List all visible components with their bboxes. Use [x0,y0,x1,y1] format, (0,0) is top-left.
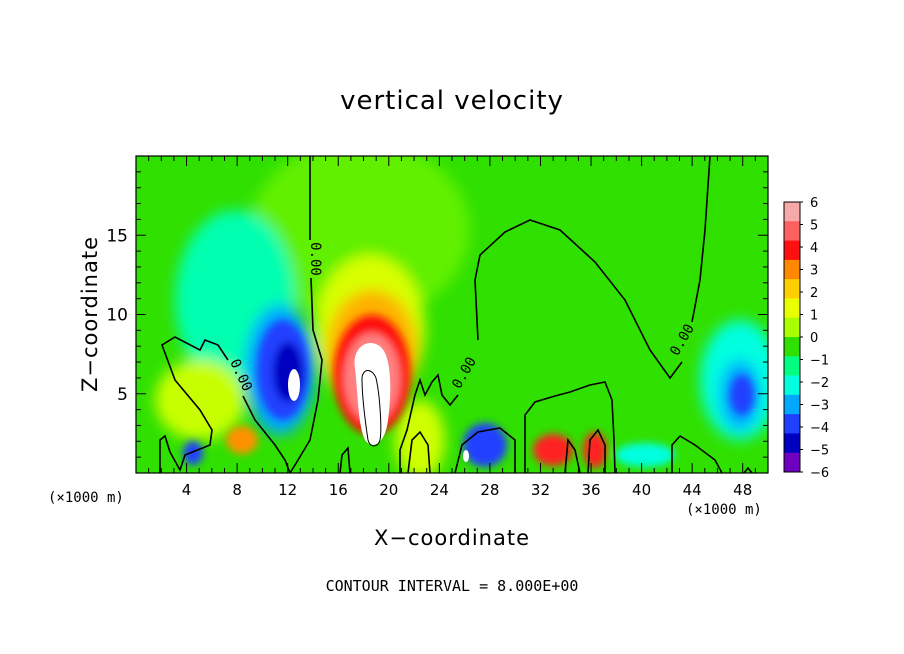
yellow-mid-low [395,400,445,473]
zero-contour-center [289,156,323,473]
colorbar-label: −6 [810,466,829,481]
y-tick-label: 10 [106,306,128,326]
x-tick-label: 8 [232,481,242,499]
zero-contour-low-small [564,428,606,473]
colorbar-swatch [784,221,800,242]
upper-green-band [250,156,470,320]
contour-interval-note: CONTOUR INTERVAL = 8.000E+00 [325,577,579,595]
x-tick-label: 28 [480,481,499,499]
x-unit-label-left: (×1000 m) [48,490,124,506]
zero-contour-low-blue [454,427,516,473]
colorbar-label: −3 [810,399,829,414]
x-tick-label: 48 [733,481,752,499]
zero-contour-left [159,336,229,473]
heatmap-field [136,156,768,473]
colorbar-label: −4 [810,421,829,436]
updraft-max-white [354,342,391,445]
x-tick-label: 24 [430,481,449,499]
colorbar-swatch [784,259,800,280]
chart-title: vertical velocity [340,86,564,116]
colorbar-swatch [784,375,800,396]
zero-contour-far-right [691,156,711,323]
x-tick-label: 16 [329,481,348,499]
x-tick-label: 40 [632,481,651,499]
blue-small-downdraft [463,423,507,467]
colorbar-label: −5 [810,444,829,459]
downdraft-max-white [288,369,300,401]
x-tick-label: 12 [278,481,297,499]
y-tick-label: 5 [117,385,128,405]
x-tick-label: 36 [581,481,600,499]
colorbar-label: −1 [810,354,829,369]
x-tick-label: 4 [182,481,192,499]
colorbar-label: 3 [810,264,818,279]
zero-contour-low-lobe [524,381,616,473]
colorbar-swatch [784,202,800,222]
zero-contour-low-left-pocket [407,430,431,473]
red-low-2 [583,432,607,468]
y-tick-label: 15 [106,226,128,246]
colorbar-swatch [784,433,800,454]
colorbar-label: 0 [810,331,818,346]
colorbar-label: 4 [810,241,818,256]
colorbar-swatch [784,414,800,434]
colorbar: 6 5 4 3 2 1 0 −1 −2 −3 −4 −5 −6 [783,196,829,481]
colorbar-swatch [784,356,800,377]
blue-tiny-left [183,441,203,465]
x-axis-label: X−coordinate [374,526,530,550]
colorbar-swatch [784,279,800,299]
orange-low-left [226,426,258,454]
red-low-1 [533,434,573,466]
x-tick-label: 32 [531,481,550,499]
colorbar-label: 5 [810,219,818,234]
downdraft-small-white [463,450,469,462]
x-unit-label-right: (×1000 m) [686,502,762,518]
zero-contour-left2 [242,395,291,473]
cyan-low-right [615,443,675,467]
colorbar-swatch [784,394,800,415]
inner-contour-updraft [361,370,382,447]
colorbar-swatch [784,240,800,261]
colorbar-label: 2 [810,286,818,301]
contour-label: 0.00 [307,242,323,276]
colorbar-swatch [784,298,800,319]
zero-contour-right-loop [474,219,683,380]
zero-contour-low-right [671,434,753,473]
x-tick-label: 44 [683,481,702,499]
x-tick-label: 20 [379,481,398,499]
colorbar-label: 6 [810,196,818,211]
colorbar-swatch [784,452,800,473]
colorbar-swatch [784,337,800,357]
colorbar-label: 1 [810,309,818,324]
yellow-left-low [155,360,245,440]
colorbar-label: −2 [810,376,829,391]
colorbar-swatch [784,317,800,338]
zero-contour-mid [339,373,459,473]
blue-right-core [730,375,754,415]
